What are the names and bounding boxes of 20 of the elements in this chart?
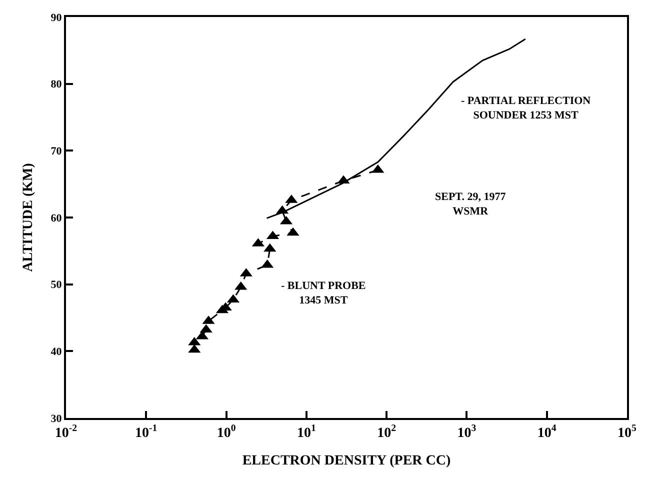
x-tick-label: 10$^{-1}$: [135, 422, 158, 441]
y-tick-label: 80: [50, 78, 62, 91]
y-tick-label: 90: [50, 12, 62, 24]
x-tick-label: 10$^{2}$: [377, 422, 396, 441]
x-tick-label: 10$^{1}$: [296, 422, 316, 441]
x-tick-label: 10$^{0}$: [216, 422, 236, 441]
y-tick-label: 70: [50, 146, 62, 158]
y-tick-label: 50: [50, 279, 62, 292]
x-tick-label: 10$^{-2}$: [54, 422, 78, 441]
y-tick-label: 60: [50, 212, 62, 224]
y-tick-label: 30: [50, 412, 62, 425]
annotation: - BLUNT PROBE 1345 MST: [281, 280, 366, 306]
annotation: - PARTIAL REFLECTION SOUNDER 1253 MST: [461, 95, 591, 122]
x-axis-title: ELECTRON DENSITY (PER CC): [242, 454, 452, 469]
x-tick-label: 10$^{4}$: [537, 422, 556, 441]
annotation: SEPT. 29, 1977 WSMR: [435, 191, 506, 218]
x-tick-label: 10$^{3}$: [457, 422, 476, 441]
y-axis-title: ALTITUDE (KM): [20, 162, 36, 272]
y-tick-label: 40: [50, 346, 62, 358]
x-tick-label: 10$^{5}$: [618, 422, 637, 441]
